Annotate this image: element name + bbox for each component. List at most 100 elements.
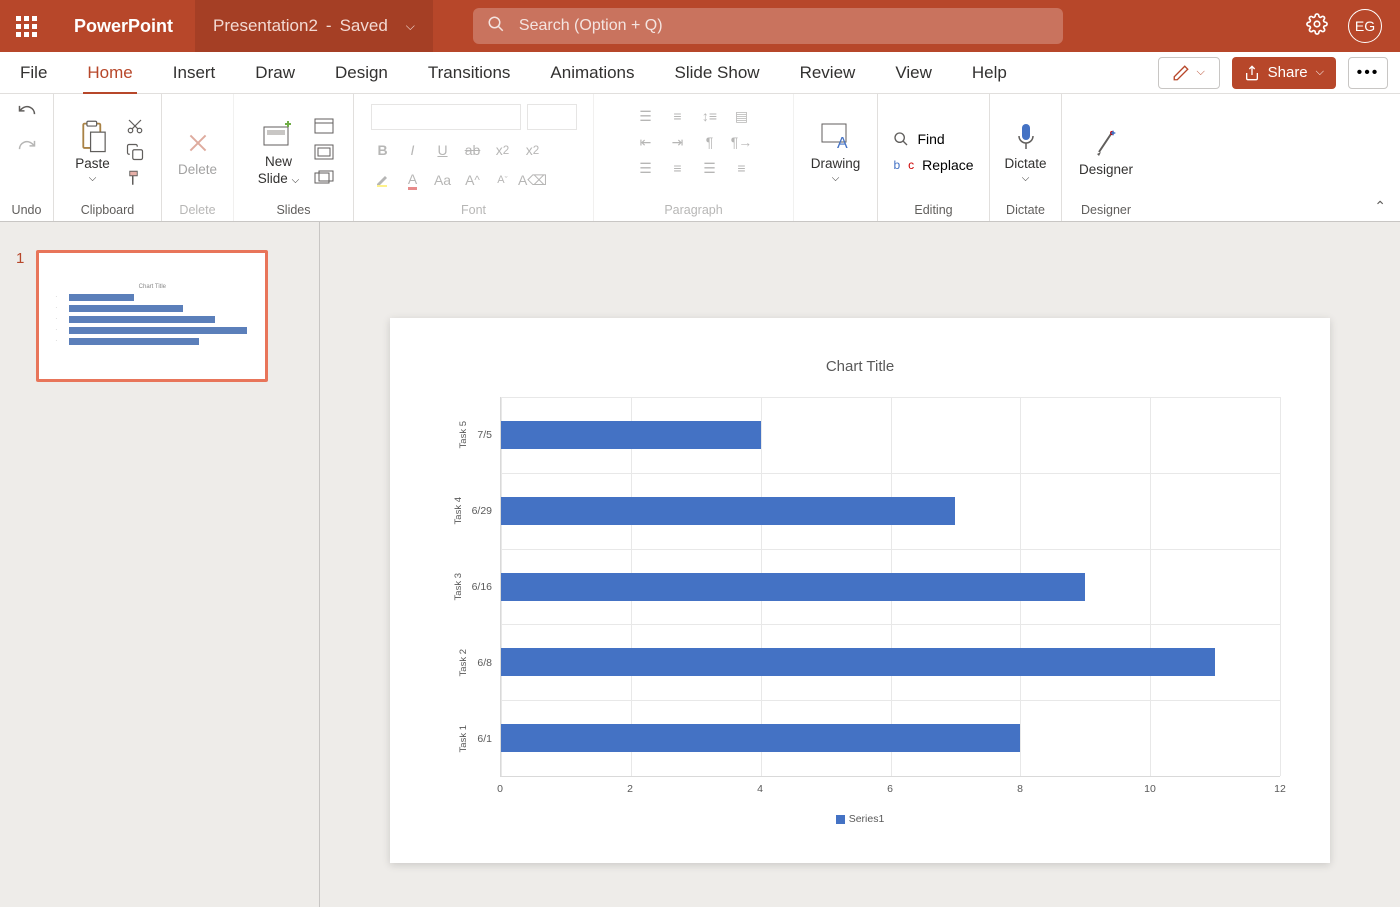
tab-design[interactable]: Design: [333, 57, 390, 89]
tab-draw[interactable]: Draw: [253, 57, 297, 89]
tab-home[interactable]: Home: [85, 57, 134, 89]
tab-transitions[interactable]: Transitions: [426, 57, 513, 89]
subscript-button[interactable]: x2: [491, 140, 515, 160]
chart-legend: Series1: [440, 813, 1280, 825]
slide-thumbnail-1[interactable]: Chart Title ·····: [36, 250, 268, 382]
chevron-down-icon: ⌵: [1196, 66, 1204, 79]
tab-slideshow[interactable]: Slide Show: [673, 57, 762, 89]
thumbnail-number: 1: [16, 250, 24, 382]
chart-bar: [501, 648, 1215, 676]
justify-button[interactable]: ≡: [730, 158, 754, 178]
chart-bar: [501, 573, 1085, 601]
bold-button[interactable]: B: [371, 140, 395, 160]
chevron-down-icon: ⌵: [1316, 66, 1324, 79]
underline-button[interactable]: U: [431, 140, 455, 160]
title-bar: PowerPoint Presentation2 - Saved ⌵ Searc…: [0, 0, 1400, 52]
ribbon: Undo Paste ⌵ Clipboard Delete Delete: [0, 94, 1400, 222]
find-button[interactable]: Find: [893, 131, 944, 147]
slide-canvas-area[interactable]: Chart Title Task 57/5Task 46/29Task 36/1…: [320, 222, 1400, 907]
group-label-delete: Delete: [179, 203, 215, 221]
chart-bar: [501, 421, 761, 449]
superscript-button[interactable]: x2: [521, 140, 545, 160]
increase-indent-button[interactable]: ⇥: [666, 132, 690, 152]
format-painter-icon[interactable]: [124, 168, 146, 188]
slide[interactable]: Chart Title Task 57/5Task 46/29Task 36/1…: [390, 318, 1330, 863]
font-size-combo[interactable]: [527, 104, 577, 130]
strike-button[interactable]: ab: [461, 140, 485, 160]
tab-help[interactable]: Help: [970, 57, 1009, 89]
new-slide-button[interactable]: New Slide ⌵: [252, 114, 305, 190]
document-title-section[interactable]: Presentation2 - Saved ⌵: [195, 0, 433, 52]
app-name: PowerPoint: [52, 16, 195, 37]
chevron-down-icon: ⌵: [832, 173, 840, 184]
copy-icon[interactable]: [124, 142, 146, 162]
chart-plot-area: [500, 397, 1280, 777]
ltr-button[interactable]: ¶→: [730, 132, 754, 152]
highlight-button[interactable]: [371, 170, 395, 190]
document-name: Presentation2: [213, 16, 318, 36]
user-avatar[interactable]: EG: [1348, 9, 1382, 43]
search-placeholder: Search (Option + Q): [519, 17, 663, 35]
collapse-ribbon-icon[interactable]: ⌃: [1374, 198, 1386, 215]
chart-x-axis: 024681012: [500, 783, 1280, 799]
chevron-down-icon: ⌵: [1022, 173, 1030, 184]
delete-button[interactable]: Delete: [172, 122, 223, 181]
bullets-button[interactable]: ☰: [634, 106, 658, 126]
group-label-font: Font: [461, 203, 486, 221]
dictate-button[interactable]: Dictate ⌵: [998, 116, 1052, 188]
group-label-designer: Designer: [1081, 203, 1131, 221]
align-left-button[interactable]: ☰: [634, 158, 658, 178]
chart-bar: [501, 724, 1020, 752]
font-family-combo[interactable]: [371, 104, 521, 130]
layout-icon[interactable]: [313, 116, 335, 136]
settings-icon[interactable]: [1306, 13, 1328, 40]
grow-font-button[interactable]: A^: [461, 170, 485, 190]
app-launcher-icon[interactable]: [0, 0, 52, 52]
group-label-paragraph: Paragraph: [664, 203, 722, 221]
share-button[interactable]: Share ⌵: [1232, 57, 1336, 89]
group-label-clipboard: Clipboard: [81, 203, 135, 221]
group-label-editing: Editing: [914, 203, 952, 221]
workspace: 1 Chart Title ····· Chart Title Task 57/…: [0, 222, 1400, 907]
chart-y-axis: Task 57/5Task 46/29Task 36/16Task 26/8Ta…: [440, 397, 492, 777]
group-label-slides: Slides: [276, 203, 310, 221]
legend-swatch: [836, 815, 845, 824]
cut-icon[interactable]: [124, 116, 146, 136]
drawing-button[interactable]: A Drawing ⌵: [805, 116, 867, 188]
search-input[interactable]: Search (Option + Q): [473, 8, 1063, 44]
group-label-undo: Undo: [12, 203, 42, 221]
italic-button[interactable]: I: [401, 140, 425, 160]
tab-animations[interactable]: Animations: [548, 57, 636, 89]
chart-title: Chart Title: [440, 358, 1280, 375]
svg-text:A: A: [837, 135, 848, 152]
change-case-button[interactable]: Aa: [431, 170, 455, 190]
line-spacing-button[interactable]: ↕≡: [698, 106, 722, 126]
redo-icon[interactable]: [17, 135, 37, 160]
numbering-button[interactable]: ≡: [666, 106, 690, 126]
paste-button[interactable]: Paste ⌵: [69, 116, 116, 188]
designer-button[interactable]: Designer: [1073, 122, 1139, 181]
tab-view[interactable]: View: [893, 57, 934, 89]
editing-mode-button[interactable]: ⌵: [1158, 57, 1220, 89]
chevron-down-icon: ⌵: [89, 173, 97, 184]
section-icon[interactable]: [313, 168, 335, 188]
font-color-button[interactable]: A: [401, 170, 425, 190]
clear-format-button[interactable]: A⌫: [521, 170, 545, 190]
replace-button[interactable]: bc Replace: [893, 157, 973, 173]
more-button[interactable]: •••: [1348, 57, 1388, 89]
text-direction-button[interactable]: ¶: [698, 132, 722, 152]
align-right-button[interactable]: ☰: [698, 158, 722, 178]
undo-icon[interactable]: [17, 100, 37, 125]
tab-insert[interactable]: Insert: [171, 57, 218, 89]
tab-file[interactable]: File: [18, 57, 49, 89]
ribbon-tabs: File Home Insert Draw Design Transitions…: [0, 52, 1400, 94]
shrink-font-button[interactable]: Aˇ: [491, 170, 515, 190]
columns-button[interactable]: ▤: [730, 106, 754, 126]
document-status: Saved: [340, 16, 388, 36]
decrease-indent-button[interactable]: ⇤: [634, 132, 658, 152]
chart-bar: [501, 497, 955, 525]
group-label-dictate: Dictate: [1006, 203, 1045, 221]
reset-icon[interactable]: [313, 142, 335, 162]
align-center-button[interactable]: ≡: [666, 158, 690, 178]
tab-review[interactable]: Review: [798, 57, 858, 89]
